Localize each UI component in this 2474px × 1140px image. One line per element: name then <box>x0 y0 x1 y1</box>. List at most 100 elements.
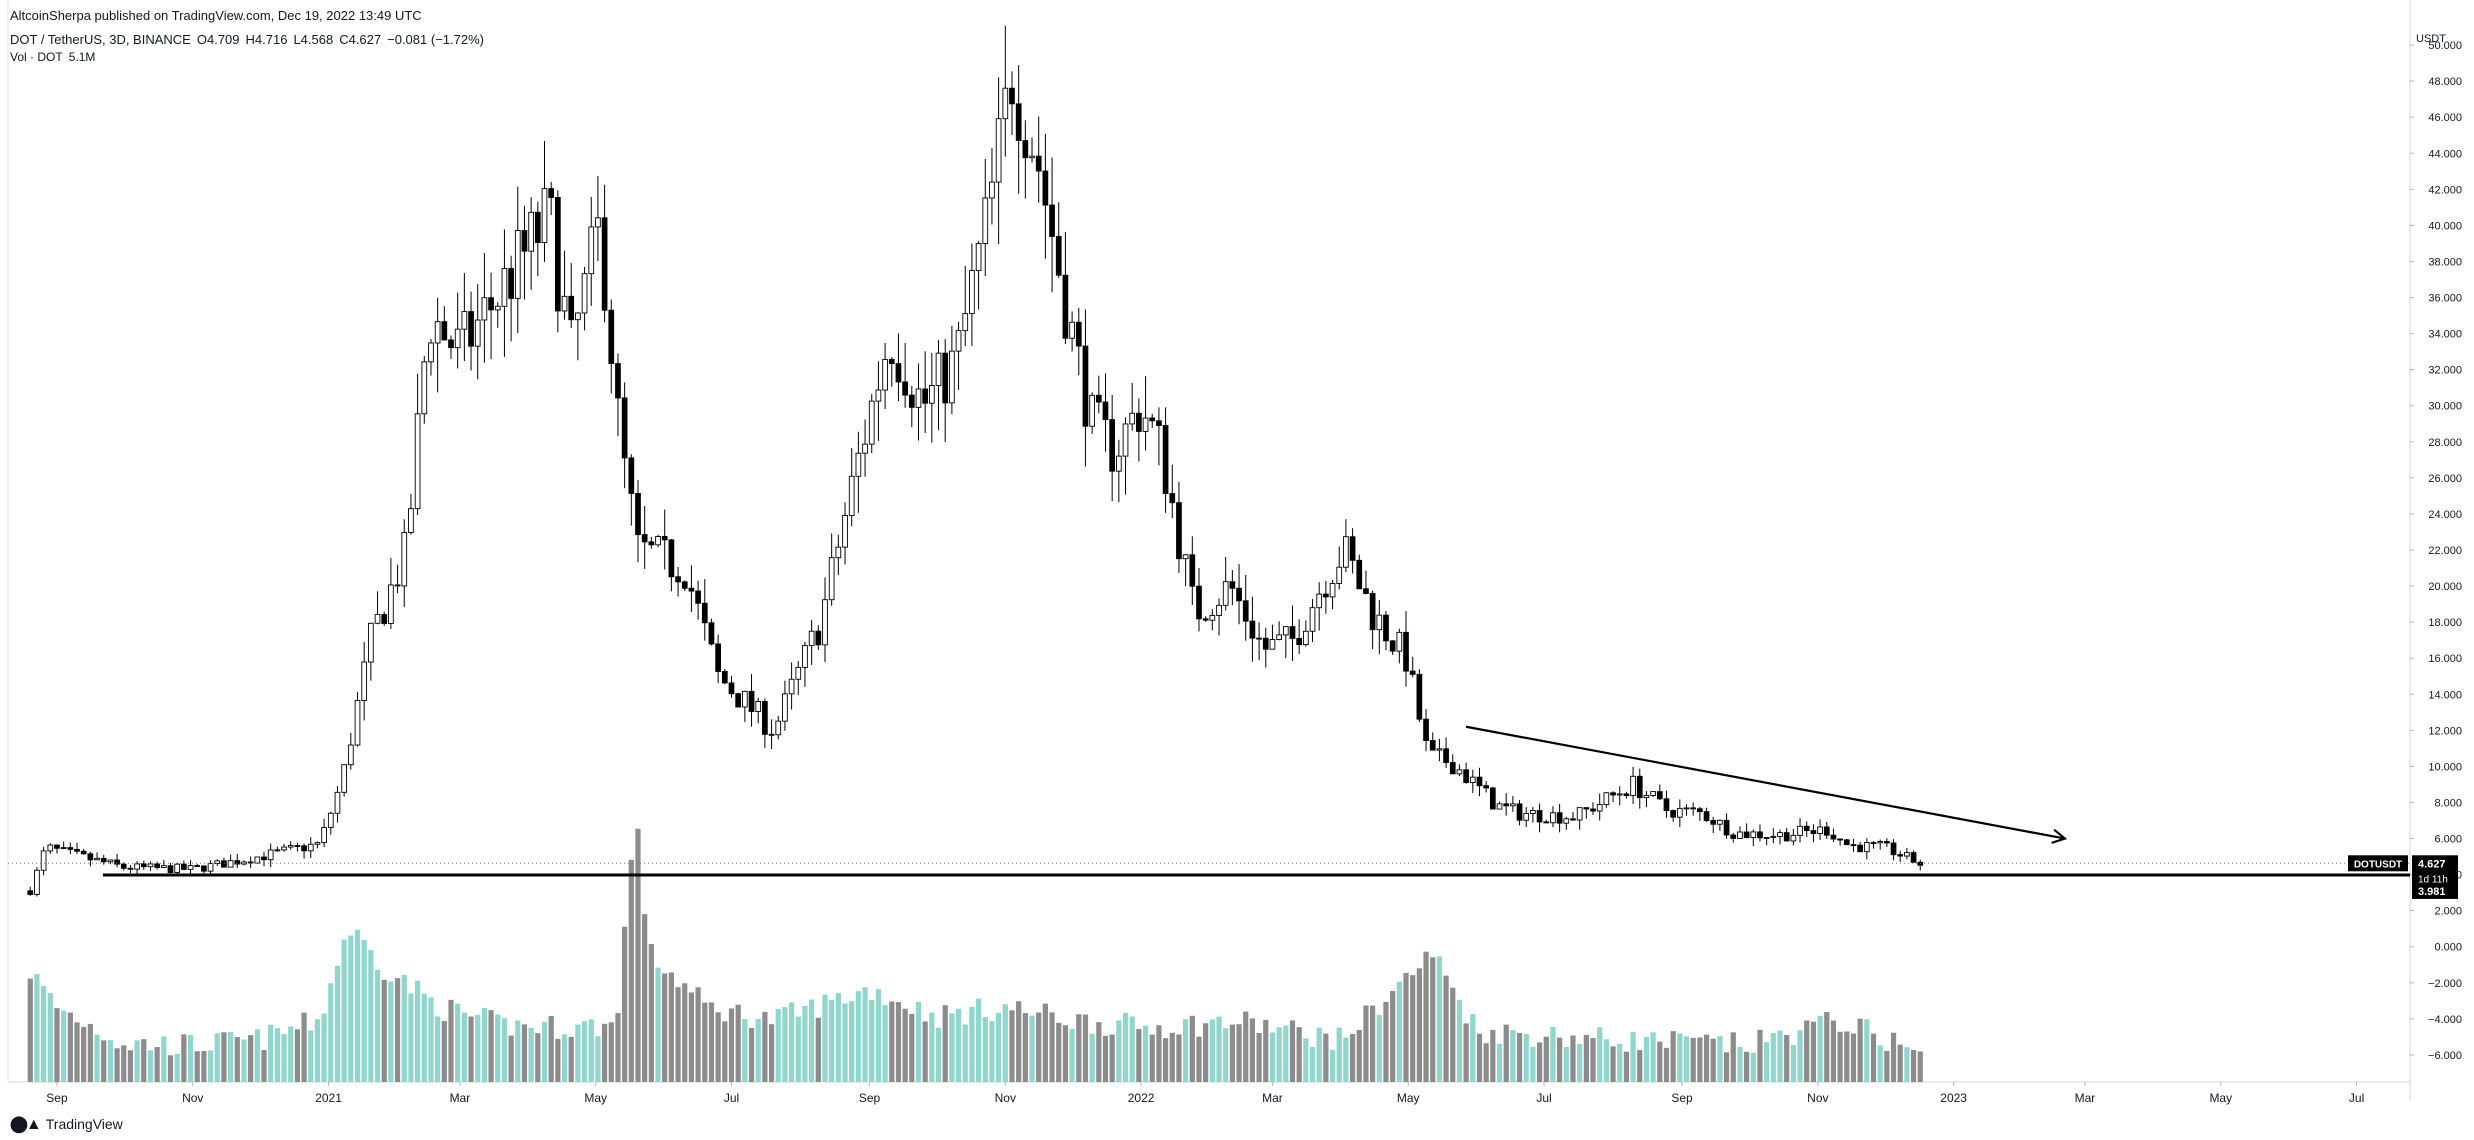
candle-body <box>1830 834 1837 840</box>
volume-bar <box>281 1034 287 1082</box>
volume-bar <box>314 1019 321 1082</box>
candle-body <box>928 385 935 404</box>
volume-bar <box>1510 1030 1516 1082</box>
candle-body <box>428 342 434 363</box>
candle-body <box>1443 748 1449 763</box>
candle-body <box>528 211 534 252</box>
candle-body <box>1550 812 1556 824</box>
volume-bar <box>341 939 347 1082</box>
candle-body <box>1409 670 1416 675</box>
volume-bar <box>1323 1033 1329 1082</box>
volume-bar <box>1677 1033 1683 1082</box>
volume-bar <box>969 1006 975 1082</box>
candle-body <box>1323 593 1329 598</box>
volume-bar <box>595 1036 601 1082</box>
candle-body <box>822 599 828 646</box>
volume-bar <box>1523 1033 1529 1082</box>
volume-bar <box>889 1001 895 1082</box>
candle-body <box>915 388 922 408</box>
candle-body <box>514 229 521 299</box>
volume-bar <box>762 1011 768 1082</box>
volume-bar <box>181 1034 187 1082</box>
volume-bar <box>1269 1032 1276 1082</box>
candle-body <box>1356 559 1363 590</box>
candle-body <box>1289 626 1296 639</box>
x-tick-label: Sep <box>46 1091 68 1105</box>
volume-bar <box>1009 1010 1015 1082</box>
candle-body <box>1656 791 1663 800</box>
candle-body <box>1089 394 1095 427</box>
volume-bar <box>1162 1038 1169 1082</box>
volume-bar <box>87 1023 93 1082</box>
volume-bar <box>288 1026 294 1082</box>
volume-bar <box>34 973 40 1082</box>
candle-body <box>421 361 428 415</box>
candle-body <box>1730 834 1737 839</box>
y-tick-label: 0.000 <box>2434 942 2462 954</box>
candle-body <box>868 400 875 445</box>
candle-body <box>194 865 201 868</box>
volume-bar <box>1363 1005 1369 1082</box>
candle-body <box>1683 807 1690 810</box>
support-price-badge <box>2412 882 2458 899</box>
volume-bar <box>481 1007 487 1082</box>
volume-bar <box>1142 1025 1149 1082</box>
candle-body <box>555 196 561 312</box>
volume-bar <box>915 1001 922 1082</box>
candle-body <box>1676 807 1683 818</box>
currency-label: USDT <box>2416 33 2446 45</box>
volume-bar <box>221 1032 227 1082</box>
volume-bar <box>1370 1005 1376 1082</box>
y-tick-label: 48.000 <box>2428 76 2462 88</box>
volume-bar <box>1790 1044 1796 1082</box>
volume-bar <box>1650 1032 1656 1082</box>
candle-body <box>982 197 989 244</box>
candle-body <box>608 309 615 365</box>
volume-bar <box>1884 1050 1890 1082</box>
candle-body <box>1349 536 1356 561</box>
candle-body <box>1129 412 1136 425</box>
volume-bar <box>1209 1019 1215 1082</box>
candle-body <box>1710 820 1717 825</box>
candle-body <box>995 118 1002 183</box>
volume-bar <box>207 1050 214 1082</box>
volume-bar <box>1577 1044 1583 1082</box>
volume-label: Vol · DOT <box>10 50 63 64</box>
volume-bar <box>1663 1047 1670 1082</box>
tradingview-logo[interactable]: ⬤▲ TradingView <box>10 1114 123 1134</box>
volume-bar <box>461 1012 467 1082</box>
volume-bar <box>1703 1034 1710 1082</box>
volume-bar <box>154 1047 160 1082</box>
candle-body <box>1650 791 1656 796</box>
candle-body <box>1610 792 1616 796</box>
volume-bar <box>822 994 828 1082</box>
y-tick-label: 18.000 <box>2428 617 2462 629</box>
candle-body <box>207 863 214 872</box>
candle-body <box>581 273 588 314</box>
volume-bar <box>1757 1029 1763 1082</box>
candle-body <box>902 381 908 396</box>
volume-bar <box>742 1019 748 1082</box>
volume-bar <box>448 999 454 1082</box>
volume-bar <box>1784 1035 1790 1082</box>
candle-body <box>1510 803 1516 807</box>
y-tick-label: 8.000 <box>2434 797 2462 809</box>
candle-body <box>267 849 274 861</box>
volume-bar <box>1617 1043 1623 1082</box>
volume-bar <box>1857 1018 1863 1082</box>
volume-bar <box>1643 1037 1650 1082</box>
volume-bar <box>568 1036 574 1082</box>
candle-body <box>1837 838 1843 841</box>
candle-body <box>842 514 848 548</box>
candle-body <box>862 443 868 454</box>
candle-body <box>80 850 87 855</box>
volume-bar <box>1236 1024 1242 1082</box>
candle-body <box>94 857 100 861</box>
volume-bar <box>1216 1016 1222 1082</box>
volume-bar <box>1102 1035 1109 1082</box>
volume-bar <box>688 992 695 1082</box>
symbol-badge <box>2348 855 2408 872</box>
candle-body <box>1029 155 1035 159</box>
volume-bar <box>695 987 701 1082</box>
